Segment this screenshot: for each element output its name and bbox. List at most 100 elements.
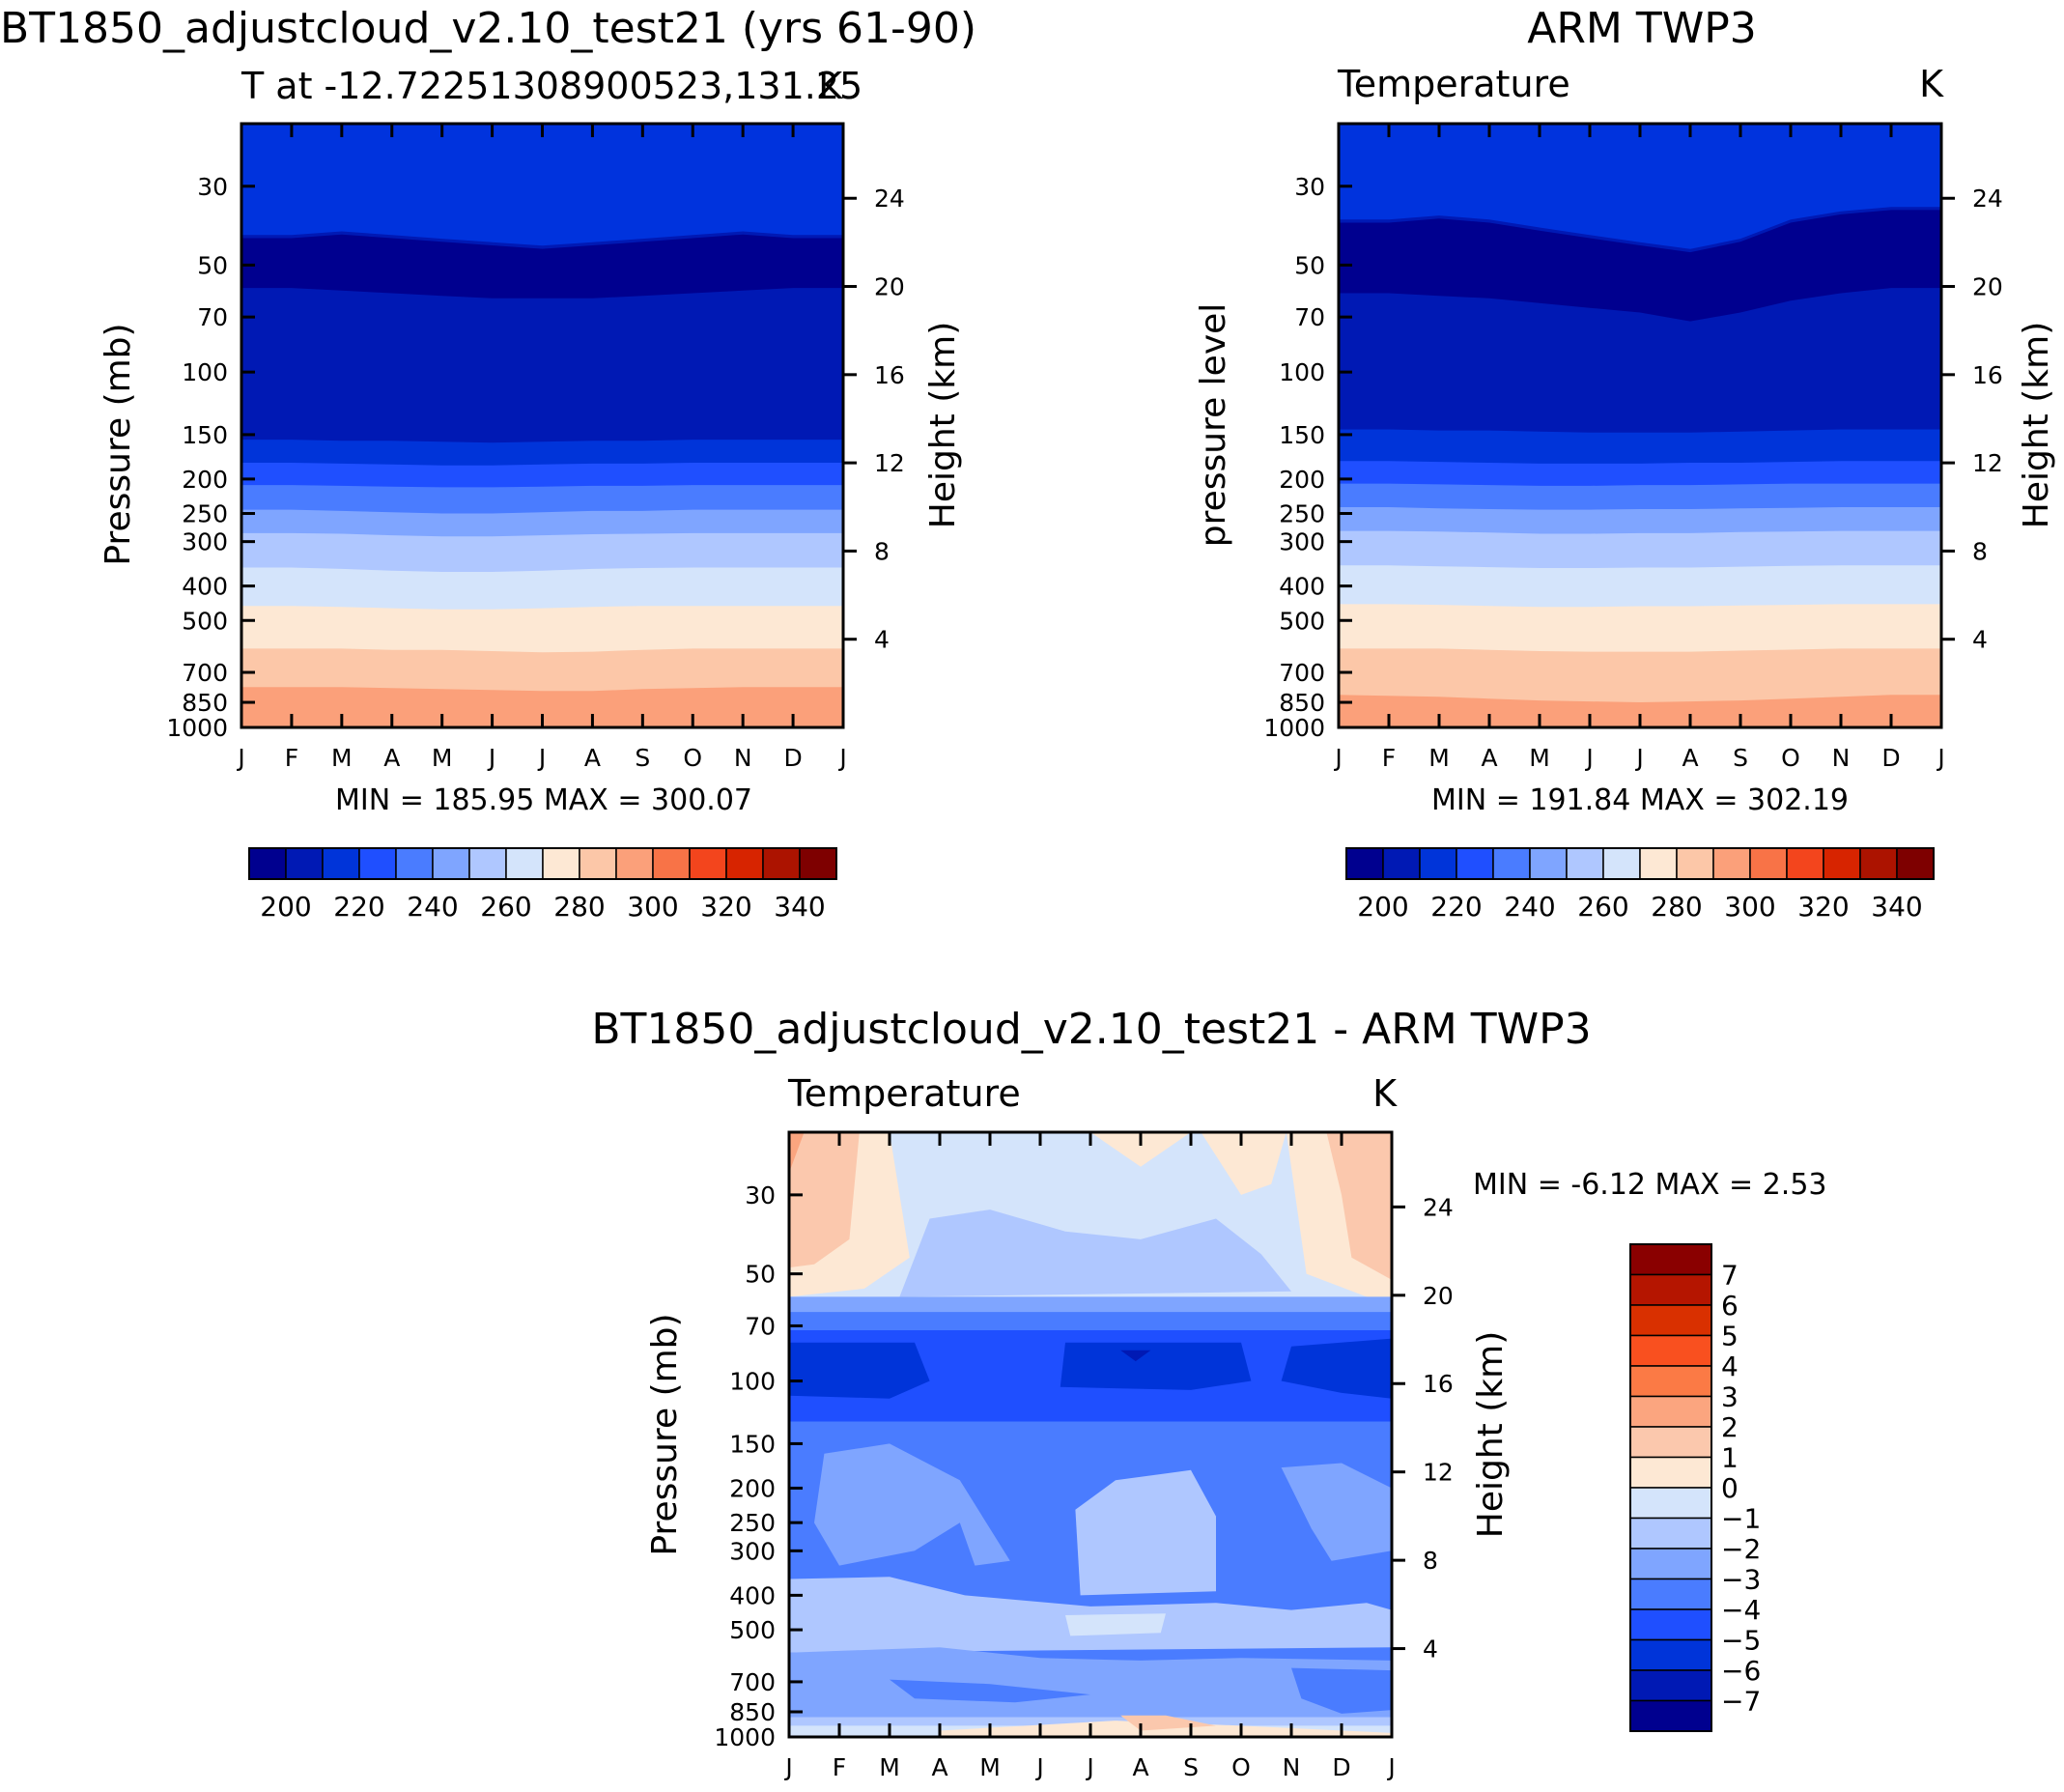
- diff-xtick-label: A: [931, 1753, 947, 1781]
- cb-diff-swatch: [1629, 1395, 1712, 1428]
- cb-diff-label: −7: [1721, 1686, 1761, 1718]
- diff-ytick-label: 50: [745, 1261, 776, 1289]
- cb-obs-label: 340: [1871, 891, 1922, 923]
- diff-n4-low2: [1291, 1667, 1392, 1714]
- cb-model-swatch: [762, 847, 801, 880]
- panel2-ylabel-left: pressure level: [1194, 303, 1233, 548]
- cb-model-swatch: [285, 847, 324, 880]
- cb-diff-label: −6: [1721, 1655, 1761, 1687]
- diff-n7-spot: [1120, 1350, 1151, 1362]
- panel3-units: K: [1372, 1072, 1398, 1115]
- model-ytick-label: 850: [182, 689, 228, 717]
- cb-model-frame: [248, 847, 837, 880]
- obs-xtick-label: D: [1881, 744, 1900, 772]
- cb-diff-swatch: [1629, 1608, 1712, 1641]
- cb-model-swatch: [689, 847, 727, 880]
- obs-ytick-label: 500: [1279, 607, 1325, 635]
- cb-model-label: 300: [627, 891, 678, 923]
- cb-diff-swatch: [1629, 1273, 1712, 1306]
- diff-ytick-right-label: 12: [1423, 1459, 1454, 1487]
- diff-n6-core1: [789, 1342, 930, 1399]
- cb-diff-label: −1: [1721, 1503, 1761, 1535]
- cb-obs-label: 320: [1797, 891, 1849, 923]
- diff-xtick-label: J: [1034, 1753, 1043, 1781]
- cb-model-swatch: [322, 847, 360, 880]
- obs-xtick-label: J: [1936, 744, 1944, 772]
- cb-model-swatch: [542, 847, 580, 880]
- diff-fields: [789, 1132, 1392, 1737]
- model-ytick-right-label: 4: [874, 626, 890, 654]
- model-ytick-label: 250: [182, 500, 228, 528]
- model-ytick-right-label: 24: [874, 185, 905, 213]
- diff-xtick-label: S: [1183, 1753, 1199, 1781]
- diff-xtick-label: M: [879, 1753, 900, 1781]
- cb-diff-swatch: [1629, 1334, 1712, 1367]
- obs-ytick-right-label: 8: [1972, 537, 1988, 565]
- model-ytick-label: 150: [182, 421, 228, 449]
- model-ytick-label: 50: [197, 251, 228, 279]
- diff-n3-left: [814, 1443, 1010, 1566]
- obs-xtick-label: A: [1481, 744, 1497, 772]
- model-ytick-label: 700: [182, 659, 228, 687]
- cb-model-label: 320: [700, 891, 751, 923]
- diff-xtick-label: M: [979, 1753, 1001, 1781]
- cb-model-label: 340: [774, 891, 825, 923]
- cb-diff-swatch: [1629, 1548, 1712, 1580]
- cb-obs-swatch: [1492, 847, 1531, 880]
- obs-ytick-label: 850: [1279, 689, 1325, 717]
- obs-ytick-label: 300: [1279, 528, 1325, 556]
- panel1-min-max: MIN = 185.95 MAX = 300.07: [335, 783, 752, 817]
- obs-xtick-label: J: [1584, 744, 1593, 772]
- diff-upper-pos3: [789, 1132, 805, 1173]
- diff-n1-pocket: [1065, 1613, 1166, 1636]
- panel3-subtitle: Temperature: [787, 1072, 1021, 1115]
- obs-ytick-right-label: 4: [1972, 626, 1988, 654]
- diff-n6-core2: [1060, 1342, 1252, 1390]
- model-xtick-label: D: [783, 744, 802, 772]
- obs-ytick-right-label: 16: [1972, 361, 2003, 389]
- model-ytick-label: 30: [197, 173, 228, 201]
- diff-ytick-label: 700: [729, 1668, 776, 1696]
- cb-obs-frame: [1345, 847, 1935, 880]
- panel1-ylabel-right: Height (km): [923, 322, 963, 528]
- diff-xtick-label: D: [1332, 1753, 1350, 1781]
- obs-ytick-label: 1000: [1263, 714, 1325, 742]
- diff-ytick-label: 1000: [714, 1723, 776, 1751]
- cb-diff-label: 4: [1721, 1351, 1739, 1382]
- obs-ytick-label: 700: [1279, 659, 1325, 687]
- diff-n4-low: [890, 1679, 1090, 1703]
- diff-xtick-label: N: [1283, 1753, 1301, 1781]
- cb-diff-swatch: [1629, 1487, 1712, 1520]
- cb-model-swatch: [799, 847, 837, 880]
- cb-diff-label: 6: [1721, 1290, 1739, 1322]
- panel2-colorbar: 200 220 240 260 280 300 320 340: [1345, 847, 1935, 923]
- obs-xtick-label: M: [1428, 744, 1450, 772]
- obs-xtick-label: S: [1733, 744, 1748, 772]
- model-ytick-right-label: 16: [874, 361, 905, 389]
- cb-obs-swatch: [1456, 847, 1494, 880]
- model-ytick-label: 1000: [166, 714, 228, 742]
- cb-obs-swatch: [1382, 847, 1421, 880]
- cb-model-swatch: [358, 847, 397, 880]
- panel3-title: BT1850_adjustcloud_v2.10_test21 - ARM TW…: [591, 1005, 1591, 1054]
- cb-diff-label: 2: [1721, 1411, 1739, 1443]
- cb-obs-label: 220: [1430, 891, 1482, 923]
- diff-ytick-label: 30: [745, 1181, 776, 1209]
- obs-ytick-label: 250: [1279, 500, 1325, 528]
- cb-diff-swatch: [1629, 1517, 1712, 1550]
- diff-xtick-label: O: [1231, 1753, 1251, 1781]
- panel2-units: K: [1919, 63, 1944, 105]
- cb-diff-label: 3: [1721, 1381, 1739, 1413]
- diff-ytick-label: 70: [745, 1312, 776, 1340]
- cb-obs-swatch: [1529, 847, 1568, 880]
- model-xtick-label: S: [635, 744, 650, 772]
- obs-ytick-right-label: 24: [1972, 185, 2003, 213]
- obs-xtick-label: A: [1682, 744, 1698, 772]
- cb-diff-swatch: [1629, 1456, 1712, 1489]
- obs-ytick-label: 50: [1294, 251, 1325, 279]
